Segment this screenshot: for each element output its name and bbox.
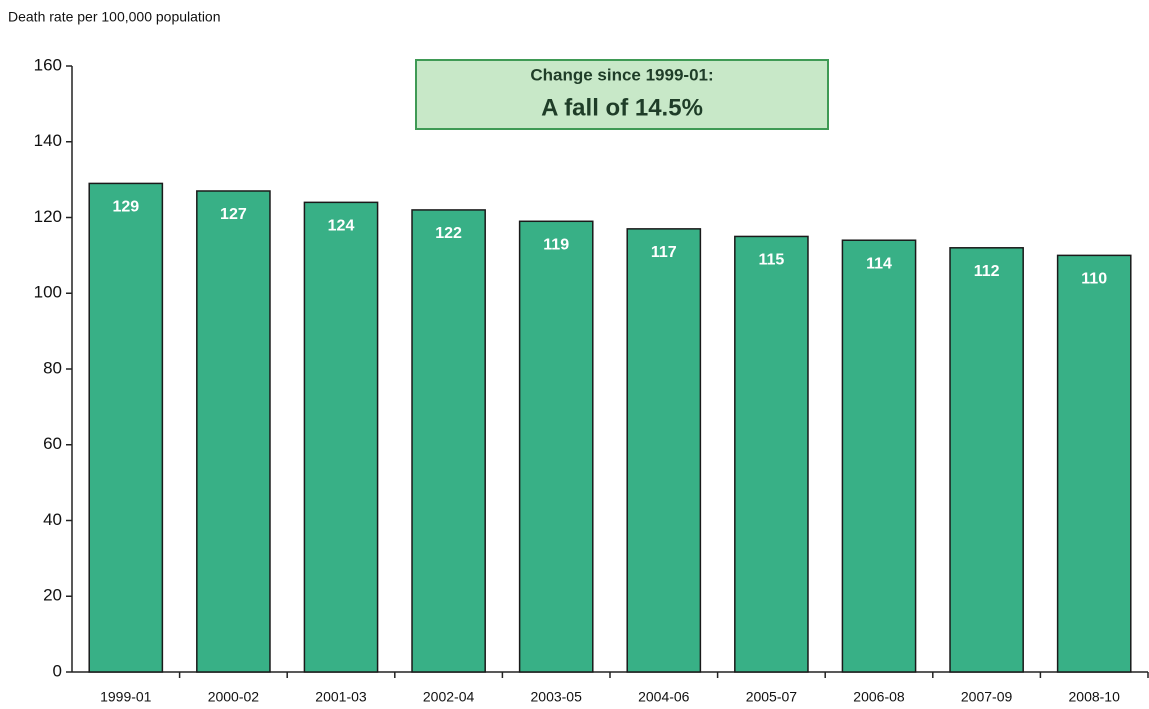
value-label: 115 [758,252,784,269]
value-label: 117 [651,244,677,261]
y-tick-label: 160 [34,55,62,74]
bar [518,220,594,673]
bar [841,239,917,673]
y-tick-label: 120 [34,207,62,226]
bar [411,209,486,673]
y-tick-label: 140 [34,131,62,150]
bar [88,182,164,673]
y-tick-label: 0 [53,661,62,680]
bar [303,201,379,673]
x-tick-label: 1999-01 [100,689,152,705]
x-tick-label: 2001-03 [315,689,367,705]
y-axis-label: Death rate per 100,000 population [8,9,221,25]
y-tick-label: 20 [43,586,62,605]
y-tick-label: 60 [43,434,62,453]
x-tick-label: 2005-07 [746,689,798,705]
bar [626,228,702,673]
x-tick-label: 2007-09 [961,689,1013,705]
y-tick-label: 80 [43,358,62,377]
bar [1056,254,1132,673]
bar [949,247,1024,673]
value-label: 119 [543,237,569,254]
value-label: 124 [328,218,355,235]
annotation-line: A fall of 14.5% [541,94,703,121]
value-label: 122 [435,225,462,242]
x-tick-label: 2002-04 [423,689,475,705]
y-tick-label: 100 [34,283,62,302]
value-label: 110 [1081,271,1107,288]
x-tick-label: 2003-05 [531,689,583,705]
annotation-box [415,59,829,130]
bar [196,190,271,673]
value-label: 127 [220,206,247,223]
y-tick-label: 40 [43,510,62,529]
x-tick-label: 2006-08 [853,689,905,705]
x-tick-label: 2008-10 [1069,689,1121,705]
value-label: 129 [112,199,139,216]
value-label: 114 [866,255,892,272]
annotation-line: Change since 1999-01: [530,65,713,84]
x-tick-label: 2000-02 [208,689,260,705]
bar [734,235,809,673]
value-label: 112 [974,263,1000,280]
x-tick-label: 2004-06 [638,689,690,705]
